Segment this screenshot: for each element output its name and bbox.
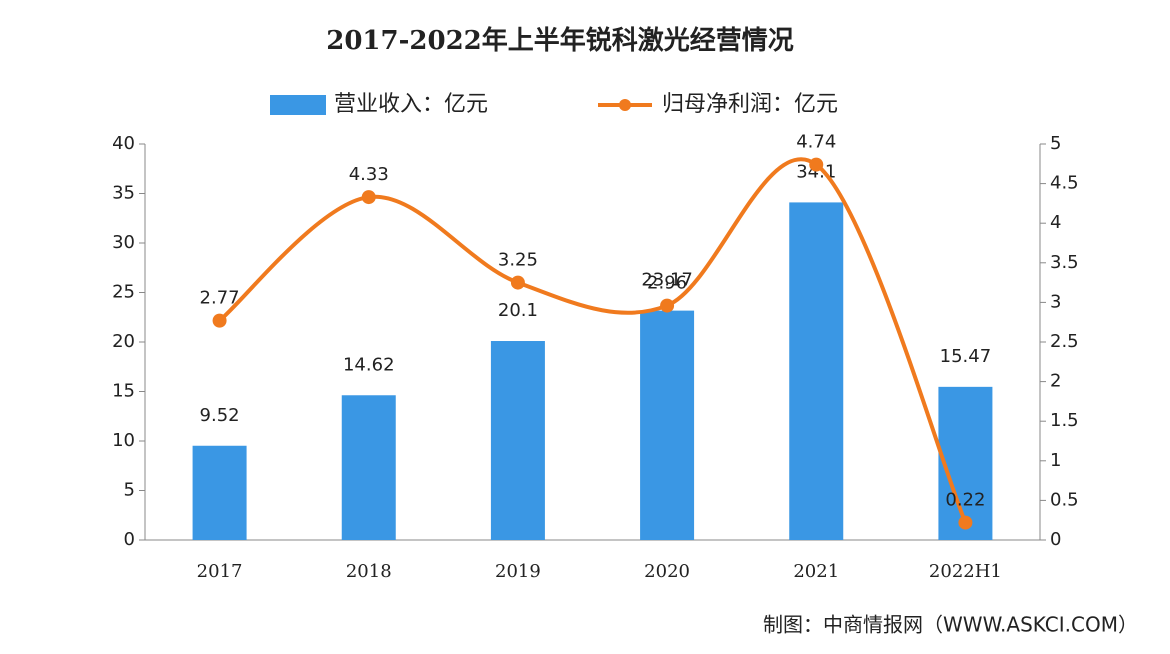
value-label: 3.25 [498, 250, 538, 271]
y-tick-label: 25 [112, 282, 135, 303]
x-tick-label: 2017 [197, 561, 243, 582]
legend-swatch [270, 95, 326, 115]
x-tick-label: 2022H1 [929, 561, 1002, 582]
y2-tick-label: 0 [1050, 529, 1061, 550]
y-tick-label: 35 [112, 183, 135, 204]
bar [789, 202, 844, 540]
bar [640, 310, 695, 540]
line-marker [958, 515, 973, 530]
legend-label: 归母净利润：亿元 [662, 92, 838, 117]
bar [341, 395, 396, 540]
y-tick-label: 40 [112, 133, 135, 154]
line-marker [212, 313, 227, 328]
value-label: 4.33 [349, 164, 389, 185]
y-tick-label: 15 [112, 381, 135, 402]
bar [938, 386, 993, 540]
x-tick-label: 2020 [644, 561, 690, 582]
value-label: 0.22 [945, 490, 985, 511]
y2-tick-label: 2.5 [1050, 331, 1079, 352]
value-label: 4.74 [796, 132, 836, 153]
y2-tick-label: 1.5 [1050, 410, 1079, 431]
line-marker [510, 275, 525, 290]
legend-swatch [619, 99, 631, 111]
y2-tick-label: 3 [1050, 291, 1061, 312]
value-label: 20.1 [498, 300, 538, 321]
y2-tick-label: 2 [1050, 371, 1061, 392]
y2-tick-label: 4.5 [1050, 173, 1079, 194]
line [218, 157, 968, 524]
legend-label: 营业收入：亿元 [334, 92, 488, 117]
y2-tick-label: 3.5 [1050, 252, 1079, 273]
value-label: 14.62 [343, 354, 395, 375]
y-tick-label: 0 [124, 529, 135, 550]
y-tick-label: 5 [124, 480, 135, 501]
x-tick-label: 2018 [346, 561, 392, 582]
line-marker [361, 190, 376, 205]
source: 制图：中商情报网（WWW.ASKCI.COM） [763, 613, 1138, 637]
value-label: 2.96 [647, 273, 687, 294]
value-label: 2.77 [200, 288, 240, 309]
bar [192, 445, 247, 540]
chart-title: 2017-2022年上半年锐科激光经营情况 [326, 25, 794, 56]
value-label: 9.52 [200, 405, 240, 426]
value-label: 23.17 [641, 270, 693, 291]
line-marker [660, 298, 675, 313]
y-tick-label: 30 [112, 232, 135, 253]
y2-tick-label: 4 [1050, 212, 1061, 233]
y-tick-label: 20 [112, 331, 135, 352]
y2-tick-label: 1 [1050, 450, 1061, 471]
y2-tick-label: 5 [1050, 133, 1061, 154]
y-tick-label: 10 [112, 430, 135, 451]
y2-tick-label: 0.5 [1050, 489, 1079, 510]
line-marker [809, 157, 824, 172]
x-tick-label: 2021 [793, 561, 839, 582]
value-label: 15.47 [940, 346, 992, 367]
bar [490, 341, 545, 540]
x-tick-label: 2019 [495, 561, 541, 582]
